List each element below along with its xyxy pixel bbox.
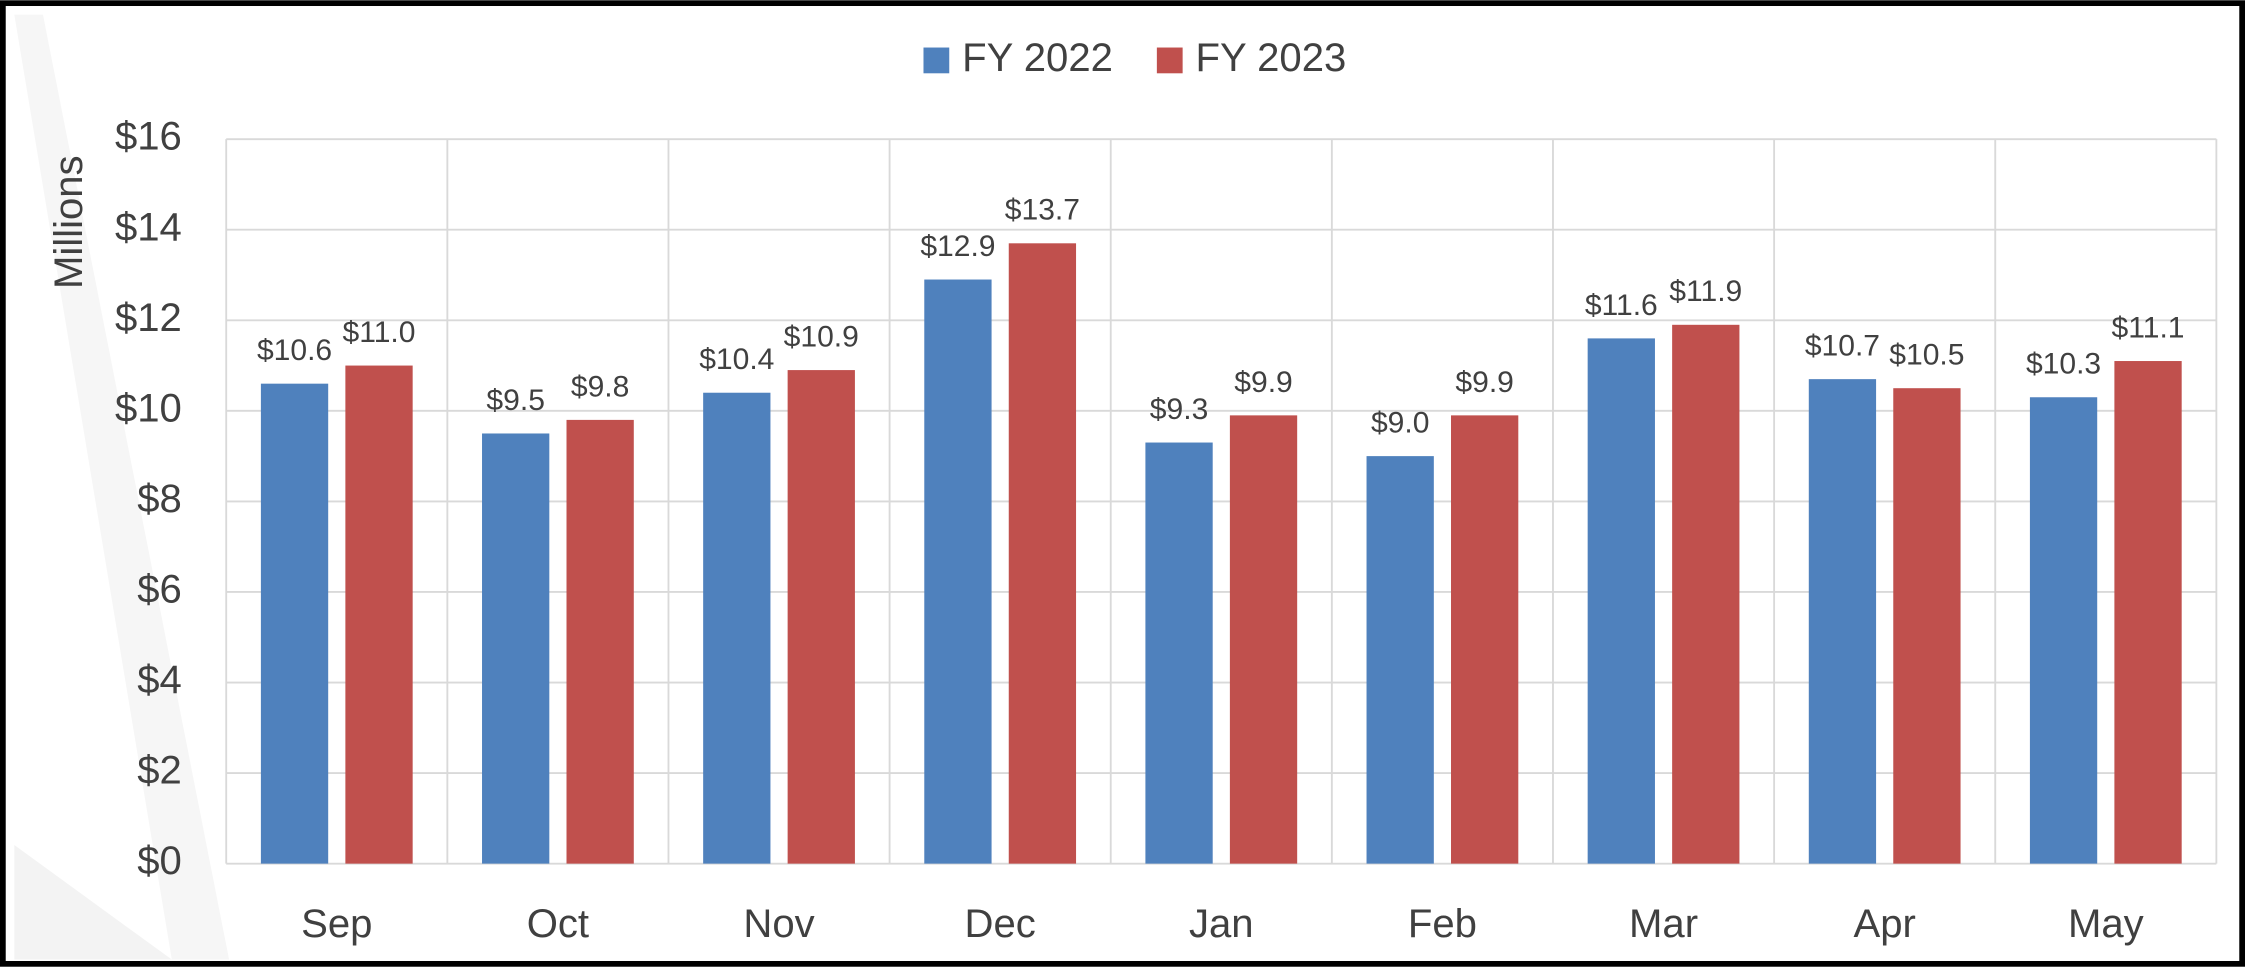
bar (1587, 338, 1655, 864)
legend-swatch (923, 47, 950, 74)
bar (1893, 388, 1961, 864)
bar (1366, 456, 1434, 864)
bar (1672, 324, 1740, 864)
y-tick-label: $16 (115, 115, 182, 159)
data-label: $10.9 (784, 321, 859, 354)
bar (345, 365, 413, 864)
data-label: $9.3 (1150, 393, 1208, 426)
data-label: $10.6 (257, 334, 332, 367)
x-tick-label: Sep (301, 902, 372, 946)
legend-label: FY 2022 (962, 36, 1113, 80)
data-label: $9.0 (1371, 407, 1429, 440)
data-label: $10.5 (1889, 339, 1964, 372)
y-tick-label: $4 (137, 658, 182, 702)
data-label: $12.9 (920, 230, 995, 263)
bar (787, 370, 855, 864)
y-tick-label: $6 (137, 568, 182, 612)
y-tick-label: $10 (115, 386, 182, 430)
background-shape (14, 845, 172, 960)
data-label: $9.5 (486, 384, 544, 417)
x-tick-label: Jan (1189, 902, 1254, 946)
bar (2029, 397, 2098, 864)
x-tick-label: Feb (1408, 902, 1477, 946)
data-label: $13.7 (1005, 194, 1080, 227)
y-tick-label: $12 (115, 296, 182, 340)
bar (566, 419, 634, 864)
x-tick-label: Oct (527, 902, 589, 946)
x-tick-label: Dec (965, 902, 1036, 946)
data-label: $11.0 (343, 316, 416, 349)
y-axis-label: Millions (47, 155, 91, 289)
bar (482, 433, 550, 864)
data-label: $9.8 (571, 370, 629, 403)
data-label: $10.7 (1805, 330, 1880, 363)
legend-swatch (1156, 47, 1183, 74)
bar (924, 279, 992, 864)
data-label: $9.9 (1455, 366, 1513, 399)
data-label: $11.6 (1585, 289, 1658, 322)
bar (703, 392, 771, 864)
bar (1229, 415, 1298, 864)
data-label: $9.9 (1234, 366, 1292, 399)
x-tick-label: Apr (1853, 902, 1915, 946)
x-tick-label: Nov (743, 902, 814, 946)
data-label: $10.3 (2026, 348, 2101, 381)
bar (2114, 361, 2182, 864)
bar (1808, 379, 1877, 864)
data-label: $11.9 (1669, 275, 1742, 308)
background-shape (14, 14, 230, 960)
bar (260, 383, 329, 864)
y-tick-label: $0 (137, 839, 182, 883)
bar (1145, 442, 1213, 864)
x-tick-label: May (2068, 902, 2144, 946)
data-label: $10.4 (699, 343, 774, 376)
data-label: $11.1 (2112, 311, 2185, 344)
bar (1008, 243, 1077, 864)
bar (1451, 415, 1519, 864)
y-tick-label: $8 (137, 477, 182, 521)
y-tick-label: $14 (115, 205, 182, 249)
y-tick-label: $2 (137, 749, 182, 793)
legend-label: FY 2023 (1196, 36, 1347, 80)
x-tick-label: Mar (1629, 902, 1698, 946)
